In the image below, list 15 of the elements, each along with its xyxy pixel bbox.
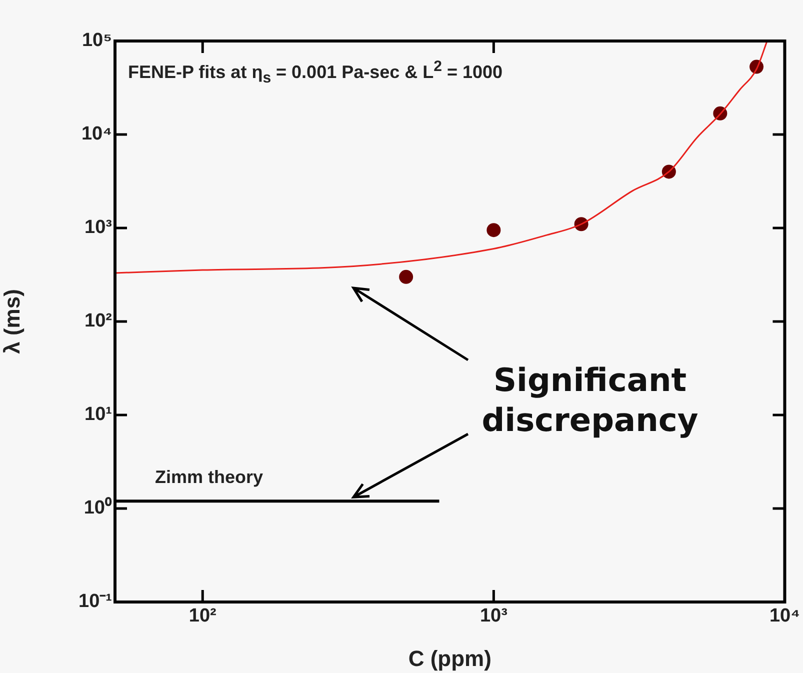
y-axis-title: λ (ms) xyxy=(0,289,24,354)
annotation: FENE-P fits at η$_{s}$ = 0.001 Pa-sec & L$^{2}$ = 1000 xyxy=(128,58,503,87)
x-tick-label: 10³ xyxy=(480,606,508,627)
y-tick-label: 10⁰ xyxy=(84,496,112,519)
y-tick-label: 10⁵ xyxy=(82,30,112,52)
y-tick-label: 10³ xyxy=(84,217,112,238)
y-tick-label: 10⁻¹ xyxy=(78,591,112,612)
y-tick-label: 10¹ xyxy=(84,404,112,426)
y-tick-label: 10² xyxy=(84,310,112,332)
x-axis-title: C (ppm) xyxy=(408,646,492,671)
series-label: Zimm theory xyxy=(155,467,264,488)
x-tick-label: 10² xyxy=(188,606,216,627)
x-tick-label: 10⁴ xyxy=(769,606,800,627)
y-tick-label: 10⁴ xyxy=(81,124,112,145)
annotation: Significant discrepancy xyxy=(480,360,700,440)
